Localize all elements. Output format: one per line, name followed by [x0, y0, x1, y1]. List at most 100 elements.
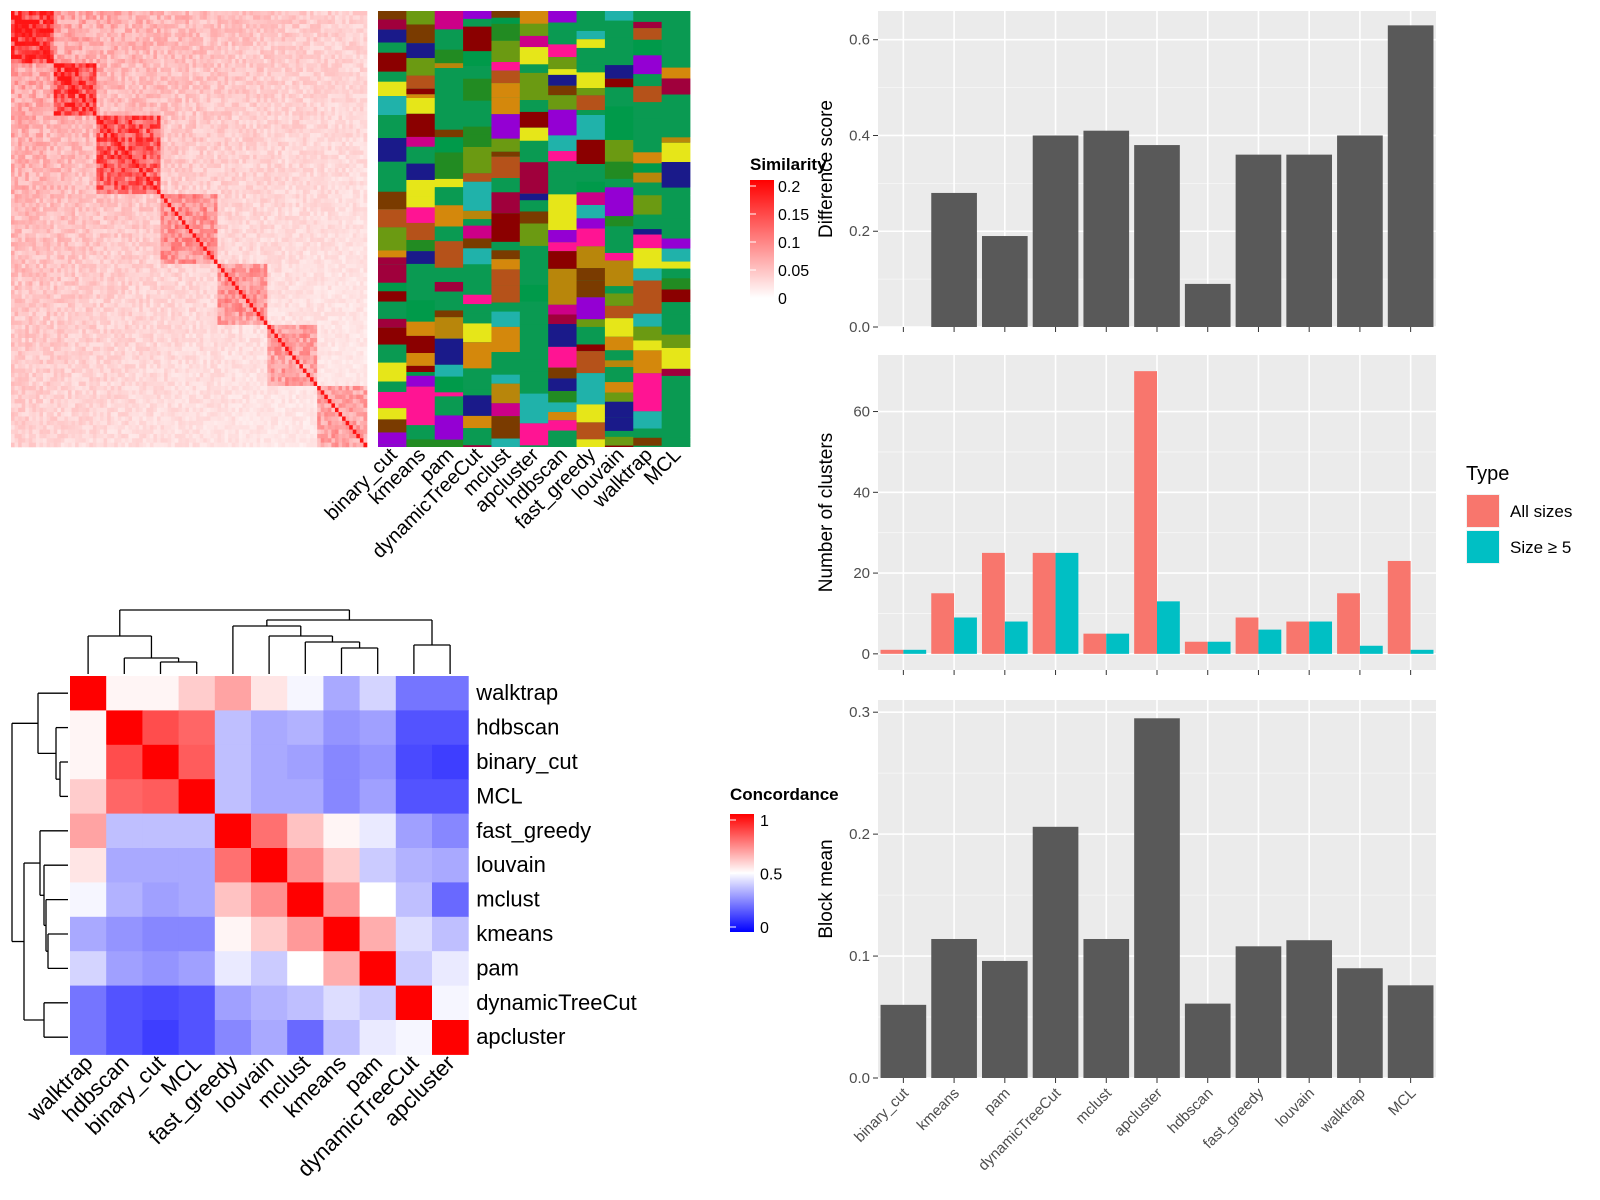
similarity-cell	[238, 111, 243, 116]
similarity-cell	[153, 194, 158, 199]
similarity-cell	[114, 154, 119, 160]
similarity-cell	[89, 181, 94, 186]
similarity-cell	[60, 220, 65, 225]
similarity-cell	[192, 198, 197, 204]
similarity-cell	[46, 106, 51, 112]
similarity-cell	[306, 133, 311, 138]
similarity-cell	[35, 115, 40, 121]
similarity-cell	[342, 202, 346, 208]
similarity-cell	[82, 159, 87, 164]
similarity-cell	[317, 159, 322, 164]
similarity-cell	[43, 15, 47, 21]
similarity-cell	[149, 41, 154, 47]
similarity-cell	[14, 172, 19, 177]
similarity-cell	[224, 120, 229, 125]
similarity-cell	[217, 163, 222, 169]
similarity-cell	[267, 128, 272, 134]
similarity-cell	[274, 15, 279, 21]
similarity-cell	[210, 181, 215, 186]
similarity-cell	[32, 189, 37, 195]
similarity-cell	[100, 115, 104, 121]
similarity-cell	[50, 120, 55, 125]
similarity-cell	[217, 154, 222, 160]
similarity-cell	[306, 11, 311, 16]
similarity-cell	[167, 98, 172, 103]
similarity-cell	[53, 45, 58, 51]
similarity-cell	[107, 202, 111, 208]
similarity-cell	[89, 32, 94, 38]
similarity-cell	[18, 28, 22, 34]
similarity-cell	[92, 211, 97, 217]
similarity-cell	[46, 133, 51, 138]
similarity-cell	[245, 15, 250, 21]
similarity-cell	[231, 24, 236, 29]
similarity-cell	[181, 89, 186, 95]
similarity-cell	[124, 150, 129, 156]
similarity-cell	[174, 207, 179, 212]
similarity-cell	[92, 102, 97, 108]
similarity-cell	[285, 194, 289, 199]
similarity-cell	[128, 189, 133, 195]
similarity-cell	[274, 67, 279, 73]
similarity-cell	[71, 181, 76, 186]
similarity-cell	[288, 32, 293, 38]
similarity-cell	[171, 50, 176, 55]
similarity-cell	[292, 15, 297, 21]
similarity-cell	[39, 128, 44, 134]
similarity-cell	[199, 24, 204, 29]
similarity-cell	[171, 89, 176, 95]
similarity-cell	[313, 50, 318, 55]
similarity-cell	[43, 115, 47, 121]
similarity-cell	[181, 98, 186, 103]
similarity-cell	[171, 37, 176, 42]
similarity-cell	[342, 124, 346, 130]
similarity-cell	[345, 11, 350, 16]
similarity-cell	[231, 133, 236, 138]
similarity-cell	[135, 72, 140, 77]
similarity-cell	[324, 159, 329, 164]
similarity-cell	[114, 133, 119, 138]
similarity-cell	[164, 215, 168, 221]
similarity-cell	[135, 141, 140, 147]
similarity-cell	[67, 45, 72, 51]
similarity-cell	[89, 41, 94, 47]
similarity-cell	[64, 207, 69, 212]
similarity-cell	[317, 194, 322, 199]
similarity-cell	[32, 224, 37, 230]
similarity-cell	[245, 185, 250, 191]
similarity-cell	[60, 93, 65, 99]
similarity-cell	[228, 115, 233, 121]
similarity-cell	[21, 159, 26, 164]
similarity-cell	[299, 163, 304, 169]
similarity-cell	[196, 80, 200, 86]
similarity-cell	[281, 133, 286, 138]
similarity-cell	[338, 28, 343, 34]
similarity-cell	[320, 211, 325, 217]
similarity-cell	[324, 163, 329, 169]
similarity-cell	[146, 76, 151, 82]
similarity-cell	[39, 63, 44, 68]
similarity-cell	[278, 67, 282, 73]
similarity-cell	[160, 41, 165, 47]
similarity-cell	[28, 76, 33, 82]
similarity-cell	[171, 141, 176, 147]
similarity-cell	[238, 11, 243, 16]
similarity-cell	[331, 189, 336, 195]
similarity-cell	[320, 111, 325, 116]
similarity-cell	[53, 80, 58, 86]
similarity-cell	[253, 124, 257, 130]
similarity-cell	[317, 115, 322, 121]
similarity-cell	[217, 194, 222, 199]
similarity-cell	[139, 167, 144, 173]
similarity-cell	[285, 120, 289, 125]
similarity-cell	[334, 80, 339, 86]
similarity-cell	[356, 120, 361, 125]
similarity-cell	[231, 80, 236, 86]
similarity-cell	[178, 159, 183, 164]
similarity-cell	[18, 41, 22, 47]
similarity-cell	[171, 194, 176, 199]
similarity-cell	[288, 102, 293, 108]
similarity-cell	[256, 102, 261, 108]
similarity-cell	[135, 45, 140, 51]
similarity-cell	[349, 150, 354, 156]
